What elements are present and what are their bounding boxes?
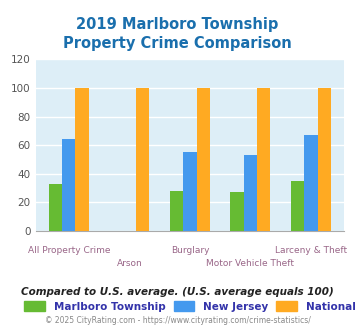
Bar	[136, 88, 149, 231]
Bar	[183, 152, 197, 231]
Text: © 2025 CityRating.com - https://www.cityrating.com/crime-statistics/: © 2025 CityRating.com - https://www.city…	[45, 316, 310, 325]
Text: All Property Crime: All Property Crime	[28, 246, 110, 255]
Text: Larceny & Theft: Larceny & Theft	[275, 246, 347, 255]
Bar	[76, 88, 89, 231]
Bar	[62, 140, 76, 231]
Text: Motor Vehicle Theft: Motor Vehicle Theft	[207, 259, 295, 268]
Bar	[230, 192, 244, 231]
Bar	[244, 155, 257, 231]
Bar	[49, 184, 62, 231]
Text: Compared to U.S. average. (U.S. average equals 100): Compared to U.S. average. (U.S. average …	[21, 287, 334, 297]
Text: Burglary: Burglary	[171, 246, 209, 255]
Bar	[257, 88, 271, 231]
Bar	[291, 181, 304, 231]
Legend: Marlboro Township, New Jersey, National: Marlboro Township, New Jersey, National	[24, 301, 355, 312]
Text: 2019 Marlboro Township
Property Crime Comparison: 2019 Marlboro Township Property Crime Co…	[63, 16, 292, 51]
Bar	[197, 88, 210, 231]
Bar	[318, 88, 331, 231]
Text: Arson: Arson	[116, 259, 142, 268]
Bar	[304, 135, 318, 231]
Bar	[170, 191, 183, 231]
